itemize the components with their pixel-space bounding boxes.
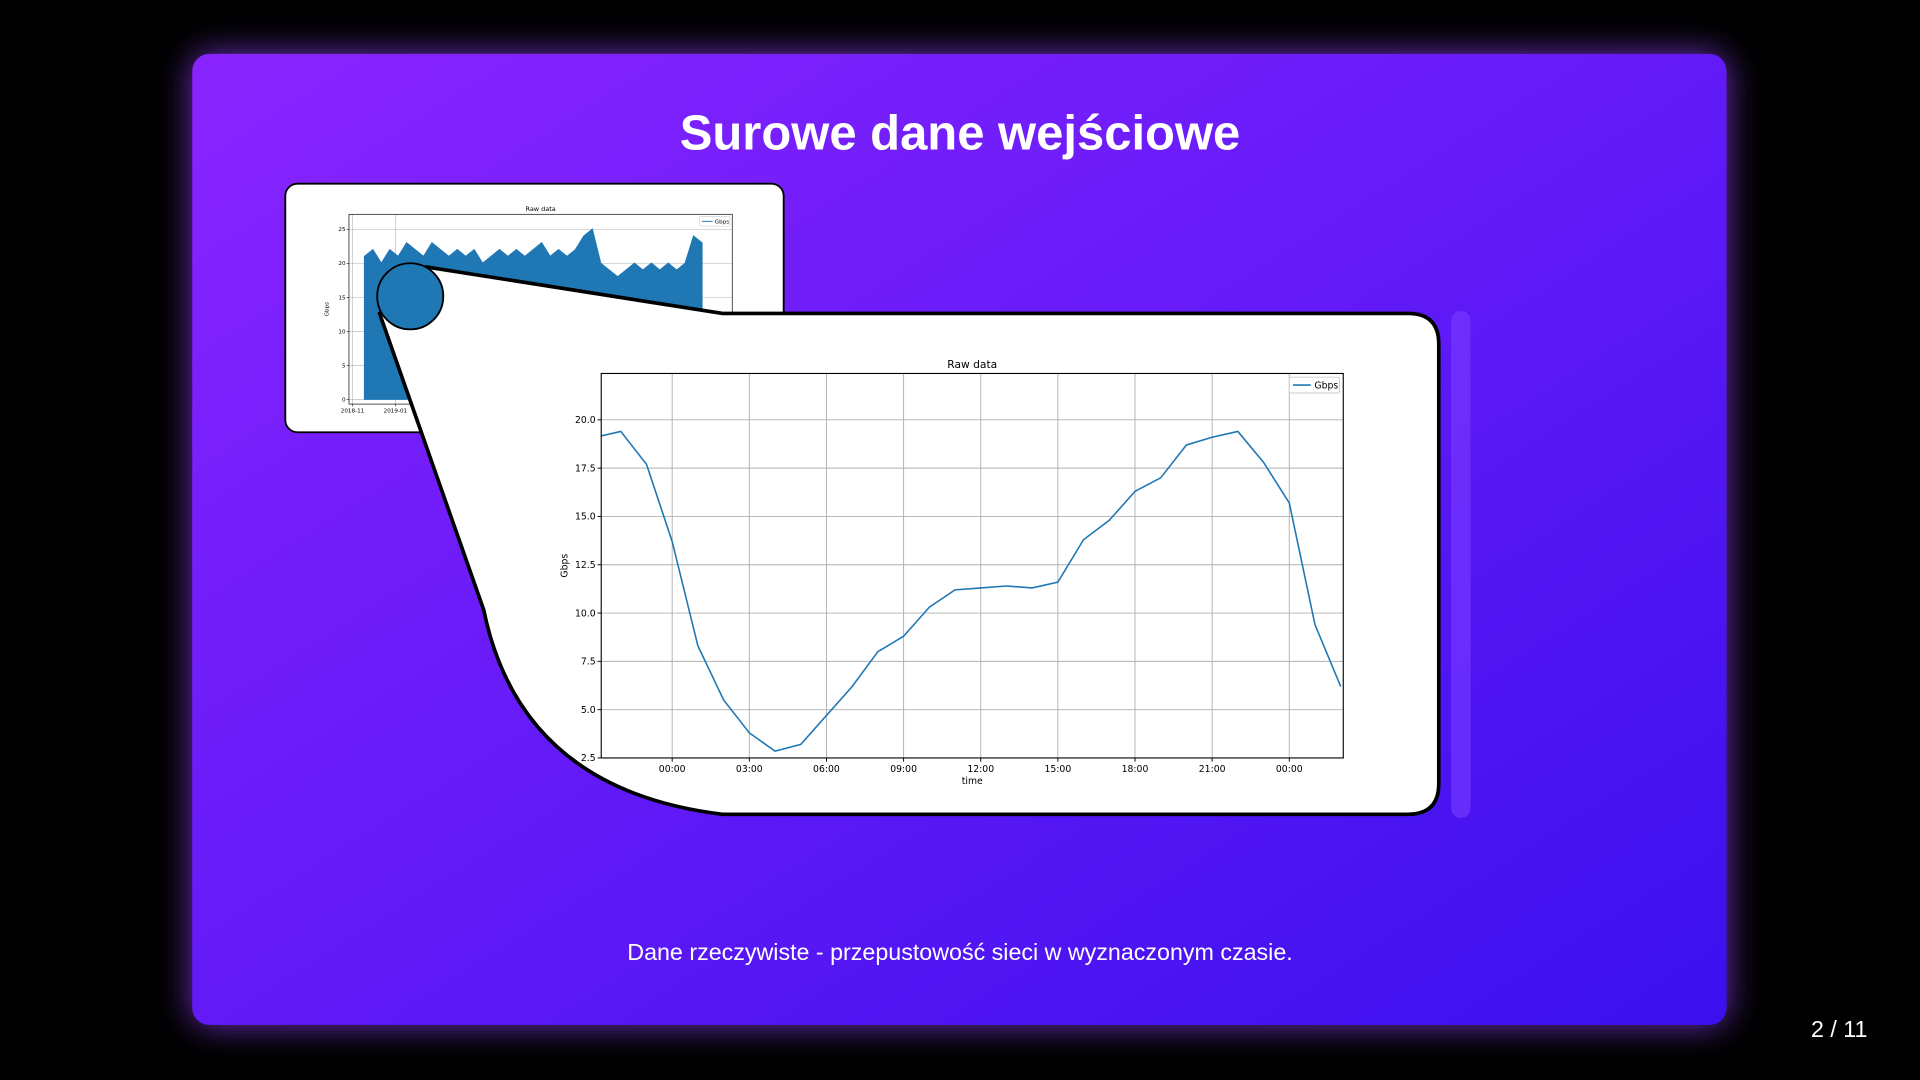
slide-caption: Dane rzeczywiste - przepustowość sieci w…	[627, 939, 1292, 965]
y-tick-label: 7.5	[581, 657, 596, 668]
x-tick-label: 18:00	[1122, 764, 1149, 775]
card-shadow	[1451, 311, 1471, 818]
page-number: 2 / 11	[1811, 1016, 1867, 1042]
y-tick-label: 2.5	[581, 753, 596, 764]
legend-label: Gbps	[715, 219, 729, 225]
x-tick-label: 00:00	[1276, 764, 1303, 775]
zoom-chart: 2.5 5.0 7.5 10.0 12.5 15.0 17.5 20.0 00:00 03:00 0…	[560, 358, 1344, 787]
y-tick-label: 10.0	[575, 608, 596, 619]
legend-box	[1288, 376, 1341, 394]
y-tick-label: 12.5	[575, 560, 596, 571]
zoom-lens	[376, 262, 445, 331]
chart-title: Raw data	[947, 358, 997, 371]
x-tick-label: 2019-01	[384, 409, 408, 415]
x-tick-label: 00:00	[659, 764, 686, 775]
x-tick-label: 2018-11	[341, 409, 365, 415]
slide-title: Surowe dane wejściowe	[680, 106, 1241, 160]
x-axis-label: time	[962, 776, 983, 787]
y-axis-label: Gbps	[560, 554, 571, 578]
y-tick-label: 10	[338, 329, 346, 335]
y-tick-label: 15	[338, 295, 346, 301]
y-tick-label: 0	[342, 397, 346, 403]
legend-label: Gbps	[1314, 380, 1338, 391]
legend-box	[699, 216, 731, 227]
x-tick-label: 03:00	[736, 764, 763, 775]
y-tick-label: 5	[342, 363, 346, 369]
data-line	[601, 430, 1342, 753]
zoom-callout	[377, 264, 1441, 817]
y-tick-label: 15.0	[575, 512, 596, 523]
x-tick-label: 15:00	[1044, 764, 1071, 775]
x-tick-label: 21:00	[1199, 764, 1226, 775]
y-tick-label: 17.5	[575, 463, 596, 474]
x-tick-label: 06:00	[813, 764, 840, 775]
y-axis-label: Gbps	[325, 302, 331, 316]
x-tick-label: 12:00	[967, 764, 994, 775]
plot-frame	[600, 372, 1344, 759]
y-tick-label: 5.0	[581, 705, 596, 716]
y-tick-label: 20.0	[575, 415, 596, 426]
y-tick-label: 20	[338, 261, 346, 267]
x-tick-label: 09:00	[890, 764, 917, 775]
y-tick-label: 25	[338, 227, 346, 233]
chart-title: Raw data	[525, 205, 555, 213]
